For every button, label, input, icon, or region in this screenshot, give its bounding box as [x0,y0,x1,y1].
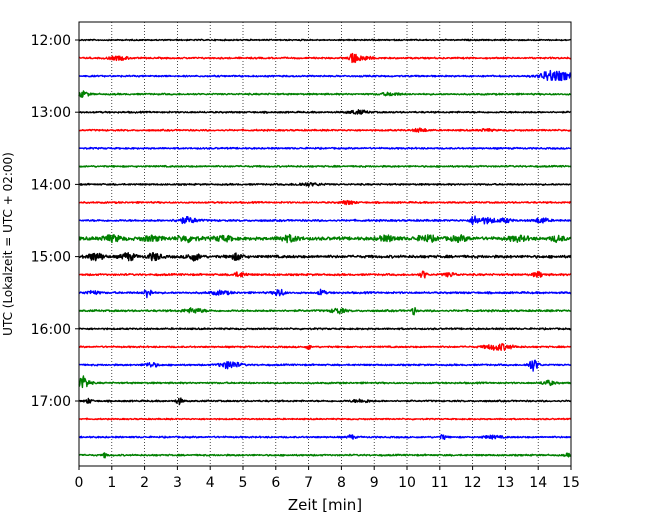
trace-1415 [78,199,572,206]
x-tick-label-9: 9 [370,475,379,491]
trace-1200 [78,38,572,42]
x-axis-ticks: 0 1 2 3 4 5 6 7 8 9 10 11 12 13 14 15 [75,466,580,491]
trace-1600 [78,327,572,331]
trace-1400 [78,182,572,187]
trace-1500 [78,251,572,262]
trace-1315 [78,127,572,133]
trace-1615 [78,342,572,351]
x-tick-label-3: 3 [173,475,182,491]
vertical-grid [111,22,539,466]
trace-1715 [78,417,572,421]
y-tick-label-5: 17:00 [31,394,71,410]
trace-1630 [78,359,572,372]
trace-1345 [78,164,572,168]
x-tick-label-8: 8 [337,475,346,491]
trace-1515 [78,270,572,279]
y-tick-label-4: 16:00 [31,322,71,338]
y-tick-label-1: 13:00 [31,105,71,121]
y-axis-label: UTC (Lokalzeit = UTC + 02:00) [1,152,15,336]
plot-frame [78,21,572,467]
x-tick-label-1: 1 [107,475,116,491]
x-tick-label-15: 15 [562,475,580,491]
trace-1530 [78,288,572,299]
x-tick-label-4: 4 [206,475,215,491]
y-tick-label-3: 15:00 [31,250,71,266]
traces [78,38,572,459]
x-tick-label-7: 7 [304,475,313,491]
x-tick-label-14: 14 [529,475,547,491]
trace-1330 [78,146,572,150]
trace-1700 [78,397,572,406]
x-tick-label-2: 2 [140,475,149,491]
trace-1730 [78,434,572,441]
x-tick-label-5: 5 [239,475,248,491]
trace-1215 [78,52,572,64]
x-tick-label-0: 0 [75,475,84,491]
x-tick-label-11: 11 [431,475,449,491]
trace-1545 [78,306,572,316]
trace-1745 [78,452,572,459]
x-tick-label-12: 12 [464,475,482,491]
trace-1245 [78,90,572,98]
x-tick-label-13: 13 [496,475,514,491]
trace-1445 [78,233,572,244]
y-tick-label-2: 14:00 [31,177,71,193]
trace-1300 [78,109,572,115]
y-tick-label-0: 12:00 [31,33,71,49]
trace-1430 [78,215,572,226]
y-axis-ticks: 12:00 13:00 14:00 15:00 16:00 17:00 [31,33,79,410]
trace-1230 [78,69,572,82]
x-axis-label: Zeit [min] [288,496,362,514]
trace-1645 [78,375,572,389]
x-tick-label-10: 10 [398,475,416,491]
x-tick-label-6: 6 [271,475,280,491]
